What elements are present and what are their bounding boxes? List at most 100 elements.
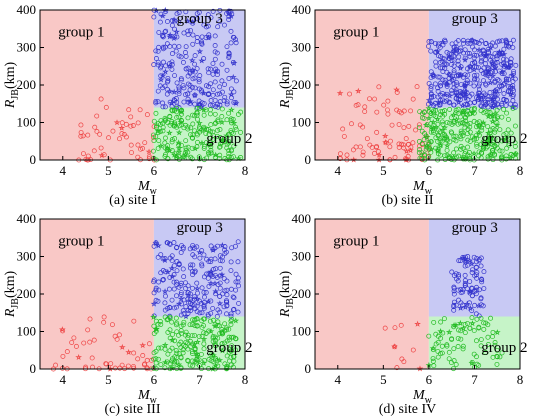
- data-point: [169, 22, 175, 28]
- data-point: [508, 73, 514, 79]
- data-point: [441, 316, 447, 322]
- x-tick-label: 5: [105, 163, 112, 178]
- data-point: [433, 104, 439, 110]
- data-point: [501, 66, 507, 72]
- x-tick-label: 4: [335, 163, 342, 178]
- data-point: [506, 136, 512, 142]
- data-point: [208, 150, 214, 156]
- data-point: [128, 114, 134, 120]
- data-point: [492, 129, 498, 135]
- data-point: [471, 254, 477, 260]
- data-point: [196, 48, 204, 55]
- data-point: [469, 320, 476, 327]
- data-point: [475, 302, 483, 309]
- data-point: [357, 122, 363, 128]
- series-group-1: [382, 320, 424, 372]
- data-point: [483, 99, 489, 105]
- data-point: [187, 265, 193, 271]
- data-point: [119, 120, 125, 126]
- data-point: [162, 307, 168, 313]
- data-point: [211, 322, 219, 329]
- data-point: [172, 354, 178, 360]
- data-point: [222, 251, 228, 257]
- data-point: [174, 293, 179, 299]
- data-point: [53, 362, 59, 368]
- data-point: [91, 148, 97, 154]
- data-point: [414, 84, 420, 90]
- data-point: [401, 108, 407, 114]
- data-point: [199, 89, 205, 95]
- data-point: [472, 287, 478, 293]
- data-point: [171, 279, 177, 285]
- data-point: [224, 99, 230, 105]
- data-point: [197, 310, 203, 316]
- data-point: [485, 129, 492, 136]
- data-point: [185, 357, 191, 363]
- group-label: group 1: [333, 24, 379, 40]
- data-point: [497, 127, 503, 133]
- x-tick-label: 6: [151, 163, 158, 178]
- data-point: [177, 295, 185, 302]
- data-point: [203, 35, 209, 41]
- data-point: [435, 127, 441, 133]
- data-point: [187, 305, 193, 311]
- data-point: [218, 118, 226, 125]
- data-point: [161, 6, 169, 13]
- data-point: [210, 352, 216, 358]
- data-point: [478, 343, 484, 349]
- data-point: [169, 258, 175, 264]
- data-point: [435, 41, 441, 47]
- data-point: [458, 72, 464, 78]
- data-point: [478, 54, 484, 60]
- data-point: [233, 279, 239, 285]
- data-point: [194, 356, 200, 362]
- data-point: [180, 350, 186, 356]
- data-point: [505, 64, 512, 71]
- data-point: [439, 343, 445, 349]
- data-point: [439, 138, 445, 144]
- data-point: [161, 288, 169, 295]
- y-tick-label: 0: [30, 361, 37, 376]
- data-point: [208, 270, 214, 276]
- data-point: [213, 120, 219, 126]
- data-point: [158, 252, 164, 258]
- y-tick-label: 400: [292, 2, 312, 17]
- data-point: [160, 268, 166, 273]
- data-point: [499, 101, 505, 107]
- data-point: [212, 79, 218, 85]
- data-point: [233, 78, 239, 84]
- data-point: [455, 287, 461, 293]
- data-point: [476, 87, 482, 92]
- data-point: [194, 338, 201, 345]
- data-point: [428, 139, 434, 145]
- data-point: [164, 268, 172, 275]
- data-point: [144, 112, 150, 118]
- data-point: [224, 363, 230, 369]
- data-point: [451, 68, 457, 74]
- data-point: [201, 316, 207, 322]
- data-point: [173, 48, 179, 54]
- data-point: [223, 249, 229, 255]
- data-point: [160, 44, 166, 50]
- data-point: [421, 110, 427, 115]
- data-point: [513, 62, 519, 68]
- data-point: [217, 19, 223, 25]
- data-point: [439, 38, 447, 45]
- data-point: [505, 127, 511, 133]
- data-point: [212, 288, 220, 295]
- data-point: [231, 358, 237, 364]
- data-point: [97, 131, 103, 137]
- data-point: [501, 56, 507, 62]
- data-point: [212, 111, 218, 117]
- data-point: [78, 122, 84, 128]
- data-point: [197, 255, 203, 261]
- data-point: [201, 126, 207, 132]
- data-point: [510, 79, 516, 84]
- data-point: [233, 126, 239, 132]
- data-point: [176, 114, 182, 120]
- data-point: [178, 77, 184, 83]
- data-point: [448, 360, 454, 365]
- data-point: [428, 92, 434, 97]
- data-point: [396, 122, 402, 127]
- data-point: [489, 147, 495, 153]
